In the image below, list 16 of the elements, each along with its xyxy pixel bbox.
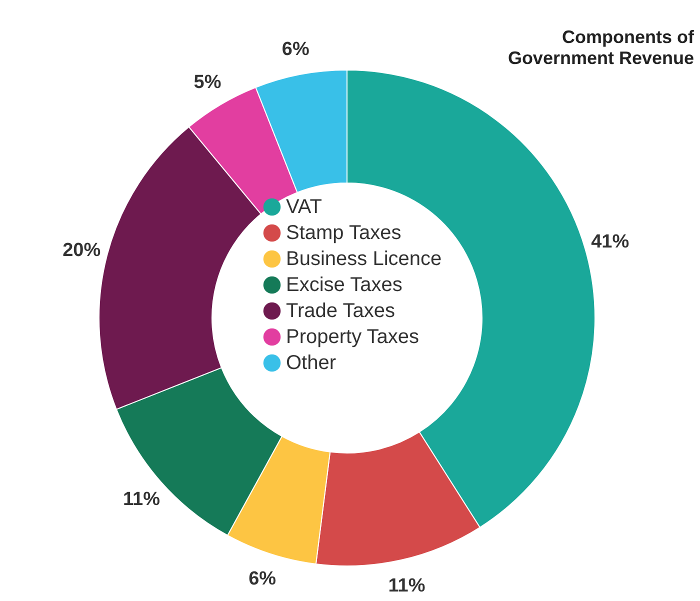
legend-label: Property Taxes xyxy=(286,326,420,348)
legend-label: Other xyxy=(286,352,336,374)
legend-label: Excise Taxes xyxy=(286,274,402,296)
data-label: 6% xyxy=(248,568,276,590)
data-label: 11% xyxy=(388,575,426,596)
legend-label: Trade Taxes xyxy=(286,300,395,322)
legend-label: Stamp Taxes xyxy=(286,222,402,244)
text: Government Revenue xyxy=(508,48,694,68)
text: Components of xyxy=(562,26,694,47)
data-label: 5% xyxy=(194,72,222,94)
data-label: 20% xyxy=(62,240,101,261)
data-label: 11% xyxy=(122,489,160,510)
legend-label: Business Licence xyxy=(286,248,442,270)
data-label: 41% xyxy=(591,232,630,253)
legend-label: VAT xyxy=(286,196,322,218)
data-label: 6% xyxy=(282,38,310,60)
